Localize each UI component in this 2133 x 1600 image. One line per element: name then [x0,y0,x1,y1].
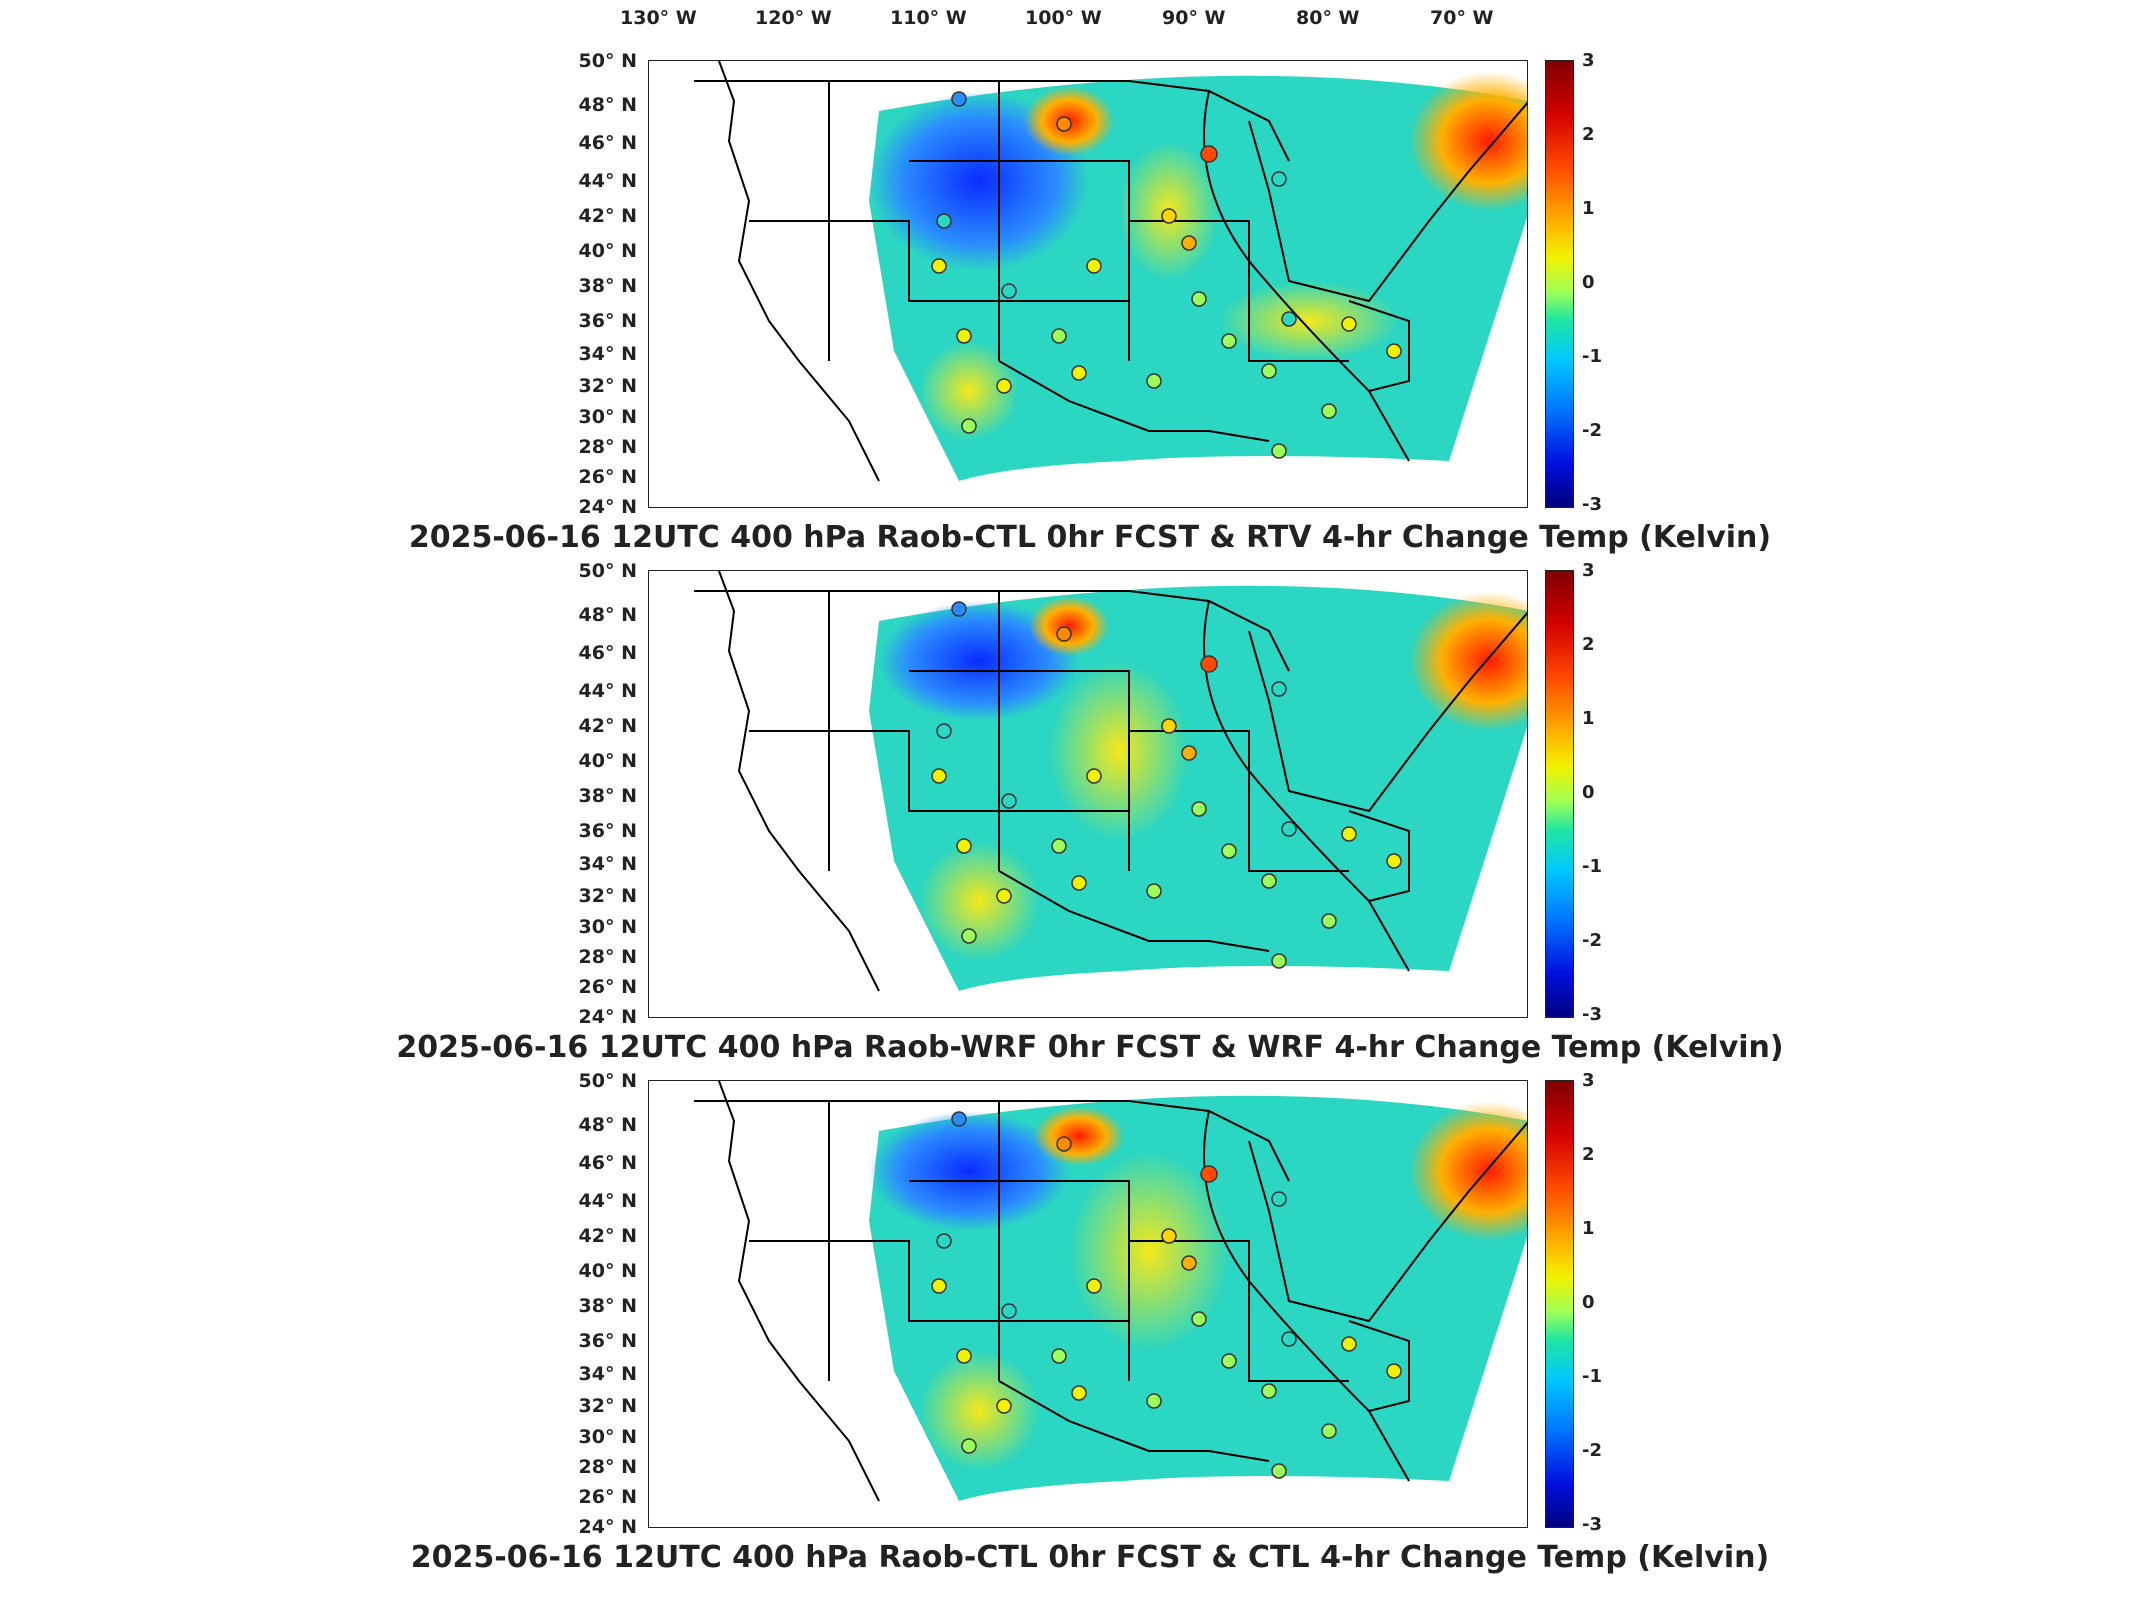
lon-label: 100° W [1025,7,1102,29]
lat-label: 48° N [578,1114,637,1136]
colorbar-tick: -1 [1582,346,1602,367]
colorbar-tick: 1 [1582,708,1595,729]
lat-label: 36° N [578,310,637,332]
colorbar-tick: 1 [1582,198,1595,219]
colorbar-tick: -2 [1582,1440,1602,1461]
lat-label: 38° N [578,275,637,297]
map-panel-2: 3 2 1 0 -1 -2 -3 50° N 48° N 46° N 44° N… [0,510,2133,1065]
lat-label: 40° N [578,1260,637,1282]
lat-label: 30° N [578,916,637,938]
lat-label: 42° N [578,1225,637,1247]
colorbar-tick: 1 [1582,1218,1595,1239]
lat-label: 38° N [578,785,637,807]
lat-label: 36° N [578,1330,637,1352]
lon-label: 80° W [1296,7,1360,29]
map-panel-1: 3 2 1 0 -1 -2 -3 50° N 48° N 46° N 44° N… [0,0,2133,555]
map-frame [648,1080,1528,1528]
lat-label: 44° N [578,1190,637,1212]
lon-label: 90° W [1162,7,1226,29]
colorbar [1545,60,1574,508]
lat-label: 50° N [578,1070,637,1092]
colorbar-tick: 0 [1582,272,1595,293]
panel-title: 2025-06-16 12UTC 400 hPa Raob-CTL 0hr FC… [408,520,1772,555]
colorbar-tick: 0 [1582,1292,1595,1313]
lat-label: 38° N [578,1295,637,1317]
lat-label: 32° N [578,885,637,907]
lat-label: 28° N [578,946,637,968]
lat-label: 46° N [578,642,637,664]
map-frame [648,570,1528,1018]
panel-title: 2025-06-16 12UTC 400 hPa Raob-CTL 0hr FC… [410,1540,1770,1575]
colorbar-tick: 2 [1582,1144,1595,1165]
lat-label: 28° N [578,1456,637,1478]
lat-label: 36° N [578,820,637,842]
colorbar-tick: 3 [1582,50,1595,71]
lat-label: 34° N [578,1363,637,1385]
colorbar-tick: -2 [1582,420,1602,441]
colorbar [1545,570,1574,1018]
lat-label: 40° N [578,750,637,772]
colorbar-tick: -2 [1582,930,1602,951]
lat-label: 34° N [578,853,637,875]
lat-label: 26° N [578,466,637,488]
lon-label: 110° W [890,7,967,29]
colorbar-tick: -3 [1582,1004,1602,1025]
lat-label: 30° N [578,406,637,428]
map-svg [694,1081,1527,1502]
lat-label: 32° N [578,375,637,397]
lat-label: 50° N [578,50,637,72]
map-panel-3: 3 2 1 0 -1 -2 -3 50° N 48° N 46° N 44° N… [0,1020,2133,1575]
lat-label: 26° N [578,1486,637,1508]
lat-label: 24° N [578,1516,637,1538]
colorbar-tick: -1 [1582,856,1602,877]
lat-label: 48° N [578,94,637,116]
lon-label: 120° W [755,7,832,29]
colorbar-tick: 3 [1582,1070,1595,1091]
lat-label: 44° N [578,680,637,702]
lat-label: 32° N [578,1395,637,1417]
lat-label: 46° N [578,1152,637,1174]
lat-label: 28° N [578,436,637,458]
lat-label: 26° N [578,976,637,998]
lat-label: 44° N [578,170,637,192]
colorbar-tick: 3 [1582,560,1595,581]
lat-label: 46° N [578,132,637,154]
colorbar-tick: -3 [1582,1514,1602,1535]
colorbar-tick: 0 [1582,782,1595,803]
panel-title: 2025-06-16 12UTC 400 hPa Raob-WRF 0hr FC… [396,1030,1784,1065]
colorbar [1545,1080,1574,1528]
lat-label: 40° N [578,240,637,262]
lon-label: 130° W [620,7,697,29]
map-frame [648,60,1528,508]
map-svg [694,571,1527,992]
map-svg [694,61,1527,482]
lat-label: 42° N [578,715,637,737]
lat-label: 30° N [578,1426,637,1448]
lat-label: 34° N [578,343,637,365]
colorbar-tick: 2 [1582,634,1595,655]
lat-label: 48° N [578,604,637,626]
colorbar-tick: 2 [1582,124,1595,145]
lat-label: 24° N [578,496,637,518]
lat-label: 24° N [578,1006,637,1028]
lon-label: 70° W [1430,7,1494,29]
lat-label: 42° N [578,205,637,227]
lat-label: 50° N [578,560,637,582]
colorbar-tick: -3 [1582,494,1602,515]
colorbar-tick: -1 [1582,1366,1602,1387]
